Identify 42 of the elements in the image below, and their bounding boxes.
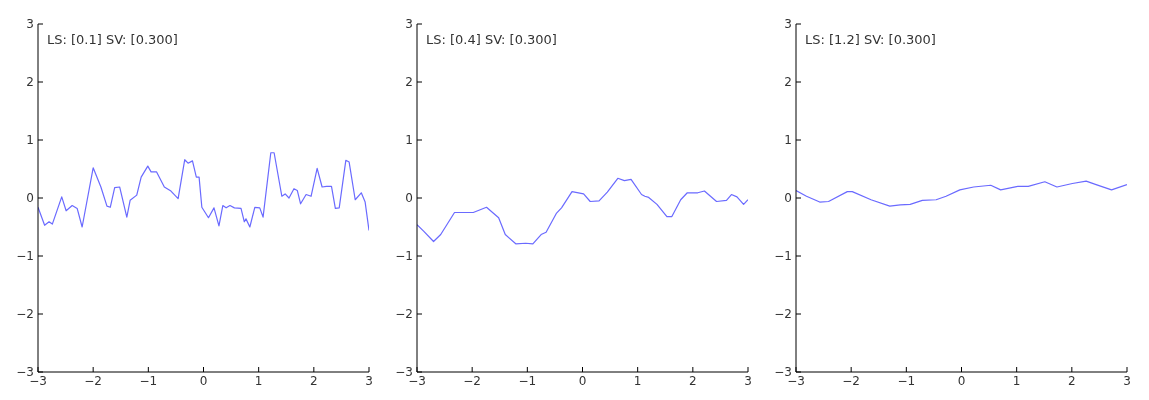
y-tick-label: 0 — [405, 191, 413, 206]
line-series — [417, 177, 748, 245]
y-tick-label: 1 — [26, 133, 34, 148]
x-tick-label: 1 — [633, 373, 642, 388]
x-tick-label: 2 — [310, 373, 318, 388]
annotation: LS: [0.4] SV: [0.300] — [426, 32, 557, 47]
y-tick-label: −2 — [774, 307, 792, 322]
annotation: LS: [0.1] SV: [0.300] — [47, 32, 178, 47]
x-tick-label: 3 — [365, 373, 373, 388]
y-tick-label: 1 — [784, 133, 792, 148]
y-tick-label: 2 — [784, 75, 792, 90]
y-tick-label: 3 — [405, 17, 413, 32]
y-tick-label: −2 — [16, 307, 34, 322]
y-tick-label: 2 — [26, 75, 34, 90]
line-series — [38, 152, 369, 232]
y-tick-label: 0 — [784, 191, 792, 206]
y-tick-label: −2 — [395, 307, 413, 322]
x-tick-label: 1 — [1012, 373, 1021, 388]
x-tick-label: −2 — [842, 373, 861, 388]
y-tick-label: −1 — [774, 249, 792, 264]
x-tick-label: 3 — [744, 373, 752, 388]
y-tick-label: 0 — [26, 191, 34, 206]
x-tick-label: 1 — [254, 373, 263, 388]
y-tick-label: 1 — [405, 133, 413, 148]
x-tick-label: −2 — [84, 373, 103, 388]
x-tick-label: −1 — [518, 373, 537, 388]
y-tick-label: 3 — [26, 17, 34, 32]
annotation: LS: [1.2] SV: [0.300] — [805, 32, 936, 47]
y-tick-label: 3 — [784, 17, 792, 32]
y-tick-label: 2 — [405, 75, 413, 90]
x-tick-label: −1 — [139, 373, 158, 388]
x-tick-label: 0 — [957, 373, 966, 388]
x-tick-label: −2 — [463, 373, 482, 388]
y-tick-label: −1 — [16, 249, 34, 264]
y-tick-label: −1 — [395, 249, 413, 264]
x-tick-label: 2 — [1068, 373, 1076, 388]
line-series — [796, 180, 1127, 207]
x-tick-label: −1 — [897, 373, 916, 388]
x-tick-label: 0 — [199, 373, 208, 388]
x-tick-label: 0 — [578, 373, 587, 388]
x-tick-label: 3 — [1123, 373, 1131, 388]
x-tick-label: 2 — [689, 373, 697, 388]
